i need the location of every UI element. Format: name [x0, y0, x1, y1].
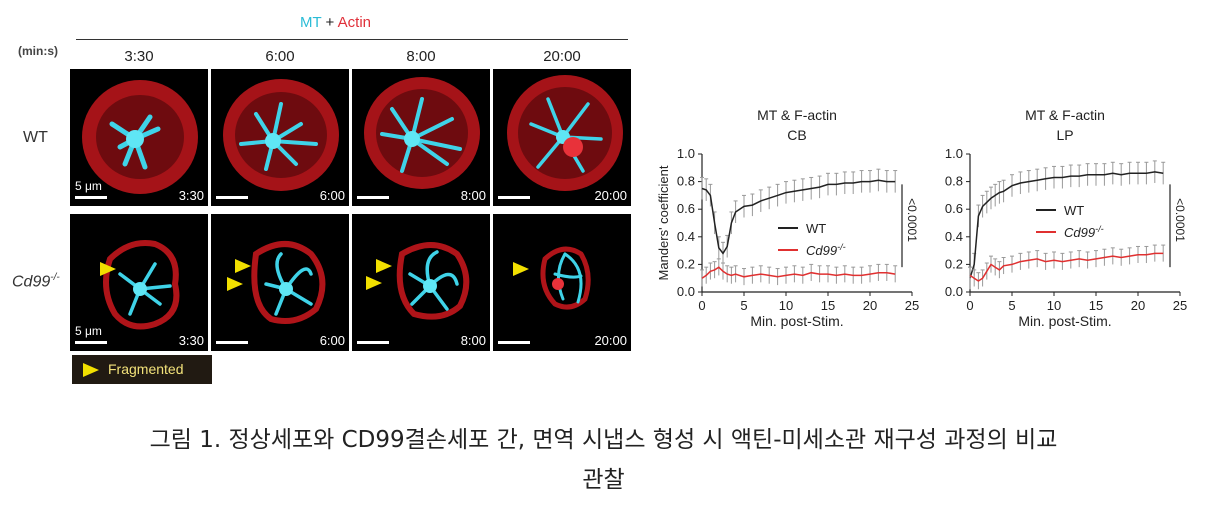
- y-tick-label: 0.0: [677, 284, 695, 299]
- scale-bar-wt: [75, 196, 107, 199]
- y-tick-label: 0.6: [945, 201, 963, 216]
- row-label-wt: WT: [23, 129, 48, 146]
- scale-bar-wt-4: [498, 196, 530, 199]
- micrograph-wt-4: 20:00: [493, 69, 631, 206]
- y-axis-label: Manders' coefficient: [656, 165, 671, 280]
- chart-cb: MT & F-actin CB 0.0 0.2 0.4 0.6 0.8 1.0 0 5 10 15 20…: [656, 107, 919, 329]
- y-tick-label: 0.2: [945, 256, 963, 271]
- series-line-wt: [969, 171, 1164, 279]
- series-line-wt: [701, 179, 896, 255]
- x-tick-label: 10: [779, 298, 793, 313]
- legend-label: WT: [1064, 203, 1084, 218]
- scale-bar-cd99-2: [216, 341, 248, 344]
- significance-label: <0.0001: [1173, 198, 1187, 242]
- x-axis-label: Min. post-Stim.: [750, 313, 843, 329]
- legend-label: Cd99-/-: [1064, 224, 1104, 240]
- y-tick-label: 0.0: [945, 284, 963, 299]
- scale-bar-wt-3: [357, 196, 389, 199]
- row-label-cd99-sup: -/-: [50, 272, 60, 283]
- scale-bar-cd99-4: [498, 341, 530, 344]
- significance-label: <0.0001: [905, 198, 919, 242]
- x-tick-label: 15: [821, 298, 835, 313]
- scale-bar-cd99-3: [357, 341, 389, 344]
- scale-bar-wt-2: [216, 196, 248, 199]
- chart-title: MT & F-actin: [757, 107, 837, 123]
- y-tick-label: 0.8: [677, 174, 695, 189]
- series-line-cd99: [701, 266, 896, 279]
- micrograph-wt-1: 3:30 5 μm: [70, 69, 208, 206]
- x-tick-label: 25: [1173, 298, 1187, 313]
- x-tick-label: 20: [863, 298, 877, 313]
- chart-title: MT & F-actin: [1025, 107, 1105, 123]
- chart-subtitle: CB: [787, 127, 806, 143]
- micrograph-cd99-2: 6:00: [211, 214, 349, 351]
- caption-line-2: 관찰: [582, 467, 625, 493]
- x-tick-label: 20: [1131, 298, 1145, 313]
- x-tick-label: 25: [905, 298, 919, 313]
- time-unit-label: (min:s): [18, 44, 58, 58]
- time-label-1: 3:30: [124, 48, 154, 65]
- series-line-cd99: [969, 252, 1164, 282]
- time-label-4: 20:00: [543, 48, 581, 65]
- x-tick-label: 0: [966, 298, 973, 313]
- scale-bar-label-wt: 5 μm: [75, 179, 102, 193]
- stamp-cd99-3: 8:00: [460, 333, 486, 348]
- y-tick-label: 1.0: [945, 146, 963, 161]
- y-tick-label: 0.6: [677, 201, 695, 216]
- chart-lp: MT & F-actin LP 0.0 0.2 0.4 0.6 0.8 1.0 0 5 10 15 20…: [945, 107, 1187, 329]
- title-actin: Actin: [337, 14, 372, 31]
- micrograph-wt-2: 6:00: [211, 69, 349, 206]
- row-label-cd99-text: Cd99: [12, 273, 51, 291]
- stamp-cd99-4: 20:00: [594, 333, 627, 348]
- time-label-2: 6:00: [265, 48, 295, 65]
- micrograph-cd99-1: 3:30 5 μm: [70, 214, 208, 351]
- y-tick-label: 0.4: [945, 229, 963, 244]
- stamp-wt-1: 3:30: [178, 188, 204, 203]
- scale-bar-cd99: [75, 341, 107, 344]
- legend-text: Fragmented: [108, 361, 184, 377]
- micrograph-wt-3: 8:00: [352, 69, 490, 206]
- scale-bar-label-cd99: 5 μm: [75, 324, 102, 338]
- legend-label-sup: -/-: [1095, 224, 1104, 234]
- legend-label-sup: -/-: [837, 242, 846, 252]
- row-label-cd99: Cd99-/-: [12, 272, 60, 291]
- fragmented-legend: Fragmented: [72, 355, 212, 384]
- stamp-wt-3: 8:00: [460, 188, 486, 203]
- y-tick-label: 0.2: [677, 256, 695, 271]
- legend-label: Cd99-/-: [806, 242, 846, 258]
- x-tick-label: 15: [1089, 298, 1103, 313]
- stamp-cd99-2: 6:00: [319, 333, 345, 348]
- x-tick-label: 5: [1008, 298, 1015, 313]
- stamp-wt-2: 6:00: [319, 188, 345, 203]
- y-tick-label: 1.0: [677, 146, 695, 161]
- stamp-wt-4: 20:00: [594, 188, 627, 203]
- figure-title: MT + Actin: [300, 14, 371, 31]
- micrograph-cd99-3: 8:00: [352, 214, 490, 351]
- chart-subtitle: LP: [1056, 127, 1073, 143]
- x-tick-label: 5: [740, 298, 747, 313]
- title-mt: MT: [300, 14, 322, 31]
- x-tick-label: 0: [698, 298, 705, 313]
- arrowhead-icon: [83, 363, 99, 377]
- caption-line-1: 그림 1. 정상세포와 CD99결손세포 간, 면역 시냅스 형성 시 액틴-미…: [149, 427, 1058, 453]
- stamp-cd99-1: 3:30: [178, 333, 204, 348]
- y-tick-label: 0.4: [677, 229, 695, 244]
- header-divider: [76, 39, 628, 40]
- time-label-3: 8:00: [406, 48, 436, 65]
- y-tick-label: 0.8: [945, 174, 963, 189]
- x-tick-label: 10: [1047, 298, 1061, 313]
- title-plus: +: [321, 14, 338, 31]
- legend-label: WT: [806, 221, 826, 236]
- micrograph-cd99-4: 20:00: [493, 214, 631, 351]
- x-axis-label: Min. post-Stim.: [1018, 313, 1111, 329]
